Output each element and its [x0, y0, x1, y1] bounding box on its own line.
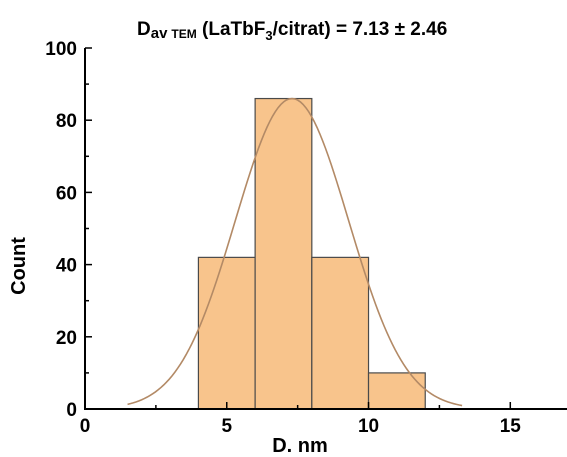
x-ticks-group: 0 5 10 15: [80, 402, 522, 437]
x-tick-label-5: 5: [221, 416, 232, 437]
y-axis-title: Count: [8, 237, 30, 295]
y-tick-label-80: 80: [56, 111, 77, 132]
y-ticks-group: 0 20 40 60 80 100: [45, 39, 92, 421]
y-tick-label-100: 100: [45, 39, 77, 60]
histogram-bar-1: [254, 97, 313, 410]
histogram-bar-3: [367, 372, 426, 410]
x-tick-label-10: 10: [358, 416, 379, 437]
bars-group: [197, 97, 426, 410]
histogram-bar-2: [311, 256, 370, 410]
y-tick-label-60: 60: [56, 183, 77, 204]
chart-title: Dav TEM (LaTbF3/citrat) = 7.13 ± 2.46: [137, 19, 447, 43]
x-axis-title: D. nm: [272, 435, 328, 457]
y-tick-label-40: 40: [56, 256, 77, 277]
y-tick-label-20: 20: [56, 328, 77, 349]
gaussian-fit-curve: [127, 97, 463, 407]
x-tick-label-0: 0: [80, 416, 91, 437]
histogram-bar-0: [197, 256, 256, 410]
x-tick-label-15: 15: [500, 416, 522, 437]
y-tick-label-0: 0: [66, 400, 77, 421]
